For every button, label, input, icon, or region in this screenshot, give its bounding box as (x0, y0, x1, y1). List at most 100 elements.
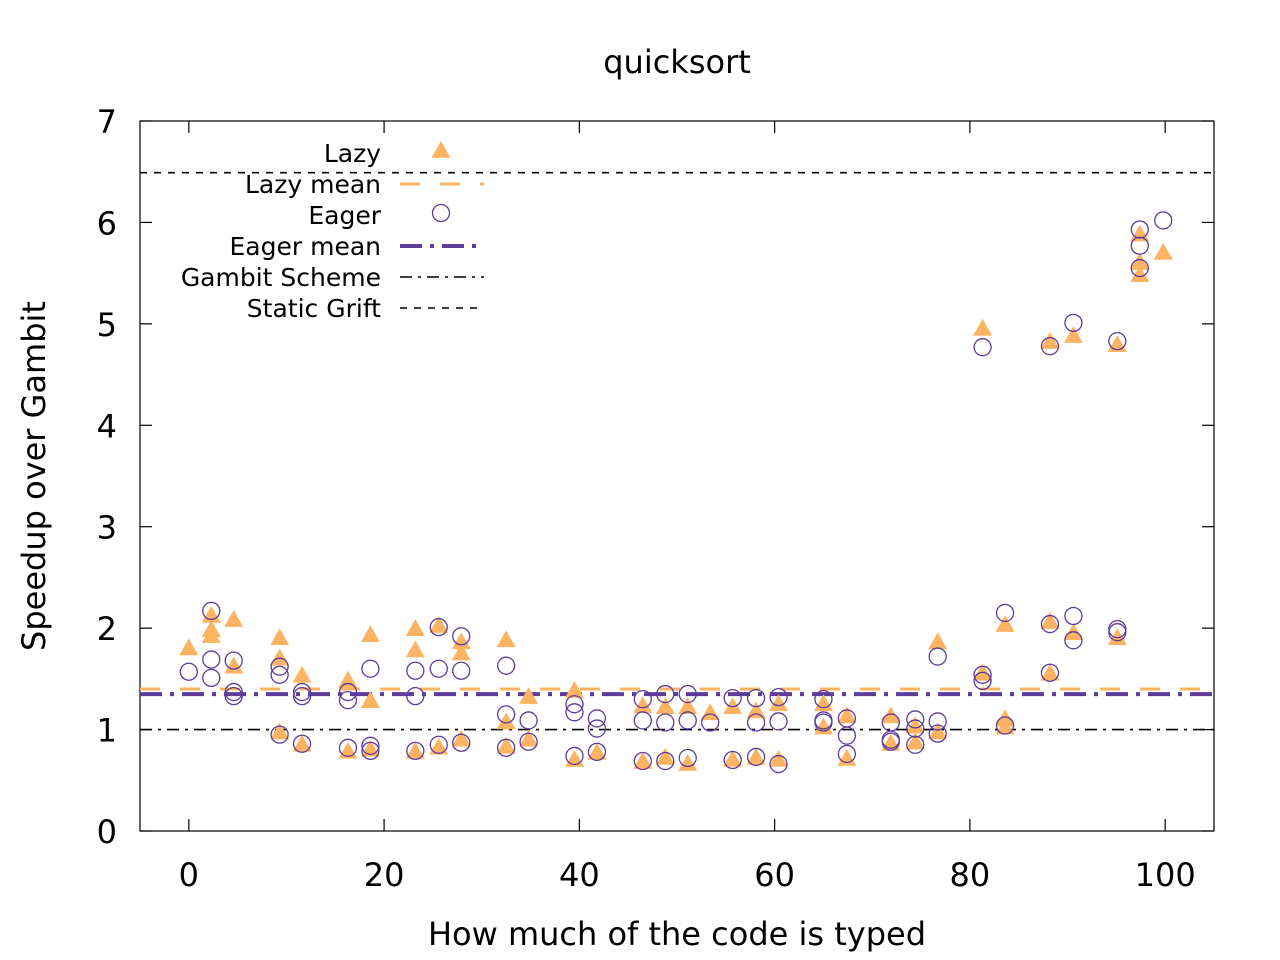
eager-point (361, 736, 380, 755)
lazy-point (292, 734, 312, 752)
eager-point (906, 710, 925, 729)
lazy-point (813, 694, 833, 712)
x-tick-label: 100 (1135, 856, 1196, 894)
eager-point (565, 703, 584, 722)
eager-point (769, 687, 788, 707)
lazy-point (564, 681, 584, 698)
lazy-point (769, 694, 789, 712)
eager-point (928, 712, 947, 731)
lazy-point (451, 729, 471, 747)
eager-point (746, 747, 766, 767)
legend-swatch (431, 203, 451, 223)
legend-entry-static-grift: Static Grift (247, 294, 484, 323)
y-tick-label: 7 (97, 103, 117, 141)
eager-point (837, 744, 857, 764)
eager-point (496, 738, 516, 757)
eager-point (995, 603, 1015, 623)
eager-point (723, 688, 742, 708)
eager-point (292, 682, 312, 702)
y-axis-label: Speedup over Gambit (15, 301, 53, 651)
x-tick-label: 80 (950, 856, 991, 894)
eager-point (678, 684, 697, 704)
lazy-point (405, 741, 425, 759)
eager-point (1064, 631, 1083, 650)
eager-point (338, 691, 358, 710)
lazy-point (519, 729, 539, 747)
lazy-point (723, 750, 743, 767)
x-axis-ticks: 0 20 40 60 80 100 (179, 121, 1196, 894)
lazy-point (360, 625, 380, 643)
eager-point (814, 689, 833, 709)
eager-point (928, 724, 947, 743)
legend-entry-eager-mean: Eager mean (230, 232, 484, 261)
eager-point (678, 748, 697, 768)
lazy-point (655, 747, 675, 765)
eager-point (452, 627, 471, 646)
eager-point (202, 668, 221, 687)
eager-point (565, 695, 584, 714)
lazy-point (746, 747, 766, 765)
lazy-point (587, 742, 607, 760)
eager-point (224, 686, 243, 706)
series-lazy (179, 224, 1173, 771)
eager-point (1130, 258, 1149, 278)
y-tick-label: 1 (97, 712, 117, 750)
lazy-point (1040, 332, 1060, 349)
eager-point (1130, 220, 1149, 239)
lazy-point (905, 716, 925, 734)
lazy-point (292, 665, 312, 683)
y-tick-label: 3 (97, 509, 117, 547)
lazy-point (224, 610, 244, 627)
lazy-point (1107, 628, 1127, 646)
legend-entry-lazy-mean: Lazy mean (245, 170, 484, 199)
x-axis-label: How much of the code is typed (428, 915, 926, 953)
eager-point (678, 711, 697, 730)
lazy-point (496, 736, 516, 754)
lazy-point (201, 626, 221, 644)
y-tick-label: 6 (97, 204, 117, 242)
y-tick-label: 5 (97, 306, 117, 344)
lazy-point (405, 640, 425, 658)
eager-point (906, 719, 925, 738)
lazy-point (519, 687, 539, 704)
eager-point (519, 711, 538, 730)
eager-point (587, 742, 607, 762)
eager-point (814, 713, 833, 732)
x-tick-label: 0 (179, 856, 199, 894)
lazy-point (678, 754, 698, 771)
eager-point (587, 719, 607, 738)
eager-point (928, 647, 947, 666)
x-tick-label: 40 (559, 856, 600, 894)
eager-point (179, 662, 198, 681)
plot-frame (139, 120, 1215, 832)
lazy-point (496, 712, 516, 730)
lazy-point (270, 628, 290, 646)
lazy-point (928, 632, 948, 650)
x-tick-label: 60 (754, 856, 795, 894)
lazy-point (655, 697, 675, 715)
lazy-point (224, 656, 244, 674)
eager-point (338, 738, 358, 757)
lazy-point (1040, 663, 1060, 681)
lazy-point (1130, 253, 1150, 270)
eager-point (361, 659, 380, 678)
lazy-point (338, 670, 358, 688)
lazy-point (905, 732, 925, 750)
eager-point (1108, 623, 1127, 642)
eager-point (723, 750, 742, 770)
lazy-point (451, 632, 471, 650)
eager-point (973, 671, 992, 691)
lazy-point (633, 696, 653, 714)
eager-point (270, 657, 289, 676)
legend-entry-eager: Eager (308, 201, 451, 230)
lazy-point (995, 615, 1015, 632)
eager-point (837, 726, 857, 745)
lazy-point (973, 318, 993, 336)
eager-point (361, 741, 380, 761)
lazy-point (928, 722, 948, 740)
lazy-point (270, 722, 290, 740)
lazy-point (496, 630, 516, 648)
lazy-point (723, 697, 743, 715)
eager-point (406, 661, 425, 680)
